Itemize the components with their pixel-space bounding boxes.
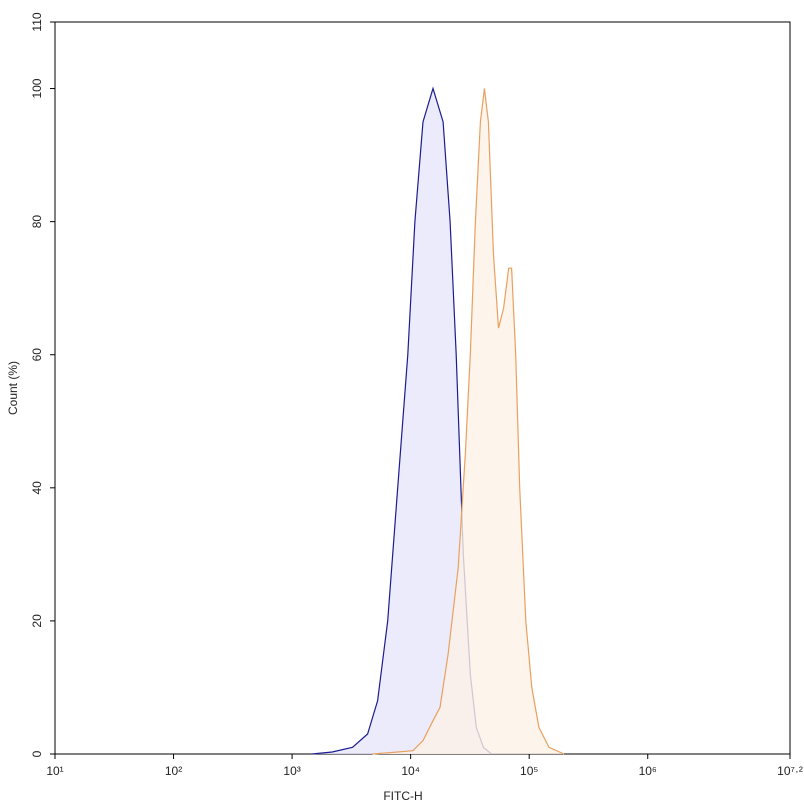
- x-tick-label: 10⁷·²: [777, 764, 803, 778]
- y-tick-label: 110: [30, 12, 44, 31]
- series-line: [372, 88, 565, 755]
- x-tick-label: 10⁵: [520, 764, 538, 778]
- x-tick-label: 10⁶: [639, 764, 657, 778]
- series-area: [372, 88, 565, 754]
- y-axis-label: Count (%): [6, 361, 20, 415]
- x-tick-label: 10³: [283, 764, 300, 778]
- series-area: [312, 88, 492, 754]
- y-tick-label: 20: [30, 614, 44, 628]
- x-tick-label: 10²: [165, 764, 182, 778]
- y-tick-label: 80: [30, 215, 44, 229]
- x-tick-label: 10⁴: [401, 764, 420, 778]
- y-tick-label: 40: [30, 481, 44, 495]
- y-tick-label: 60: [30, 348, 44, 362]
- x-tick-label: 10¹: [46, 764, 63, 778]
- y-tick-label: 100: [30, 78, 44, 98]
- x-axis-label: FITC-H: [383, 789, 422, 803]
- y-tick-label: 0: [30, 750, 44, 757]
